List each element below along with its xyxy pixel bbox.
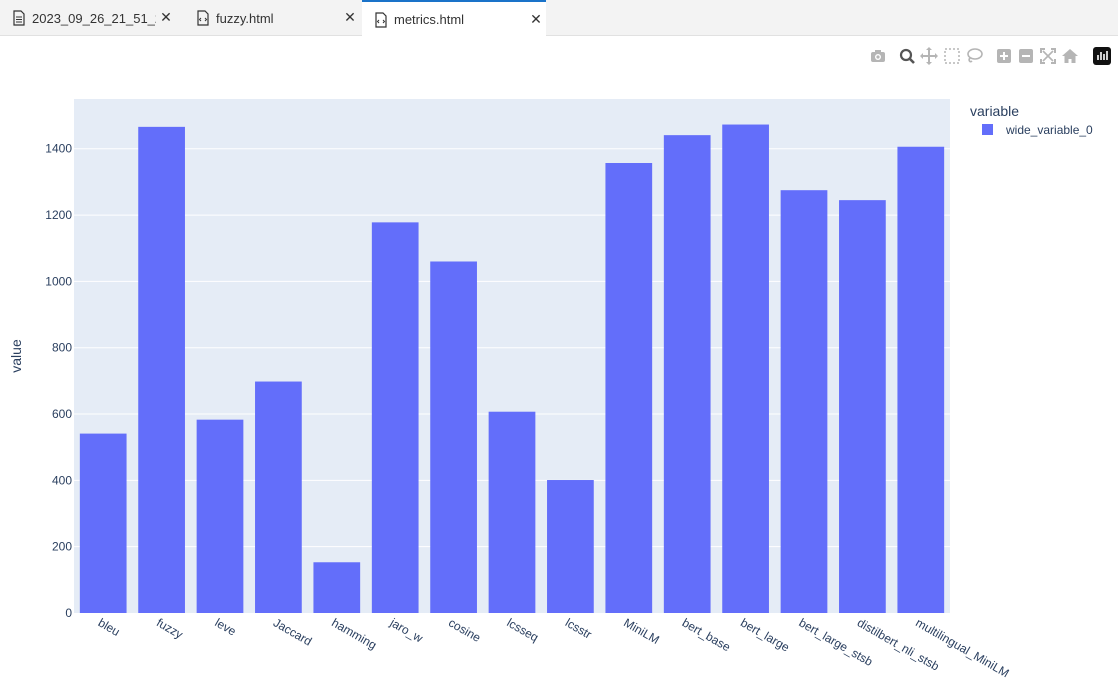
x-tick-label: leve [213, 615, 239, 638]
reset-axes-icon[interactable] [1060, 46, 1080, 66]
x-tick-label: bleu [96, 615, 123, 638]
bar[interactable] [780, 190, 828, 613]
y-tick-label: 1000 [45, 274, 72, 288]
x-tick-label: lcsstr [563, 615, 594, 641]
bar[interactable] [371, 222, 419, 614]
plotly-logo-icon[interactable] [1092, 46, 1112, 66]
bar[interactable] [605, 163, 653, 613]
bar[interactable] [138, 126, 185, 614]
bar[interactable] [663, 135, 711, 613]
x-tick-labels: bleu fuzzy leve Jaccard hamming jaro_w cosine l… [96, 615, 1012, 680]
zoom-in-icon[interactable] [994, 46, 1014, 66]
x-tick-label: multilingual_MiniLM [913, 615, 1011, 680]
tab-bar: 2023_09_26_21_51_20 ✕ fuzzy.html ✕ metri… [0, 0, 1118, 37]
pan-icon[interactable] [919, 46, 939, 66]
x-tick-label: hamming [329, 615, 379, 652]
zoom-icon[interactable] [897, 46, 917, 66]
bars [79, 124, 945, 614]
y-tick-label: 0 [65, 606, 72, 620]
x-tick-label: Jaccard [271, 615, 314, 648]
legend-item-label[interactable]: wide_variable_0 [1005, 123, 1093, 137]
html-file-icon [375, 11, 387, 28]
bar[interactable] [255, 381, 302, 613]
document-icon [13, 10, 25, 26]
y-tick-label: 200 [52, 540, 72, 554]
bar[interactable] [722, 124, 769, 614]
bar[interactable] [547, 480, 594, 613]
x-tick-label: bert_base [680, 615, 734, 654]
box-select-icon[interactable] [942, 46, 962, 66]
tab-metrics-html[interactable]: metrics.html ✕ [362, 0, 546, 37]
close-icon[interactable]: ✕ [530, 11, 542, 28]
y-tick-label: 600 [52, 407, 72, 421]
x-tick-label: MiniLM [621, 615, 661, 646]
bar[interactable] [488, 411, 536, 613]
tab-label: 2023_09_26_21_51_20 [32, 10, 156, 26]
lasso-select-icon[interactable] [964, 46, 984, 66]
tab-fuzzy-html[interactable]: fuzzy.html ✕ [184, 0, 360, 36]
legend-title: variable [970, 103, 1019, 119]
x-tick-label: cosine [446, 615, 483, 645]
y-tick-label: 1200 [45, 208, 72, 222]
x-tick-label: fuzzy [154, 615, 185, 641]
tab-2023-09-26[interactable]: 2023_09_26_21_51_20 ✕ [0, 0, 176, 36]
tab-label: fuzzy.html [216, 10, 274, 26]
x-tick-label: jaro_w [387, 615, 426, 645]
y-tick-label: 1400 [45, 142, 72, 156]
bar[interactable] [430, 261, 477, 613]
y-tick-labels: 0 200 400 600 800 1000 1200 1400 [45, 142, 72, 620]
bar[interactable] [839, 200, 886, 613]
bar-chart: 0 200 400 600 800 1000 1200 1400 bleu fuzzy leve J… [8, 99, 1093, 680]
y-axis-title: value [8, 339, 24, 373]
x-tick-label: lcsseq [505, 615, 541, 644]
x-tick-label: bert_large [738, 615, 792, 654]
bar[interactable] [313, 562, 361, 613]
bar[interactable] [196, 419, 244, 613]
close-icon[interactable]: ✕ [160, 10, 172, 26]
close-icon[interactable]: ✕ [344, 10, 356, 26]
legend-swatch[interactable] [982, 124, 993, 135]
camera-icon[interactable] [868, 46, 888, 66]
y-tick-label: 800 [52, 341, 72, 355]
zoom-out-icon[interactable] [1016, 46, 1036, 66]
tab-label: metrics.html [394, 12, 465, 27]
autoscale-icon[interactable] [1038, 46, 1058, 66]
bar[interactable] [897, 146, 945, 613]
html-file-icon [197, 10, 209, 26]
y-tick-label: 400 [52, 473, 72, 487]
bar[interactable] [79, 433, 127, 613]
